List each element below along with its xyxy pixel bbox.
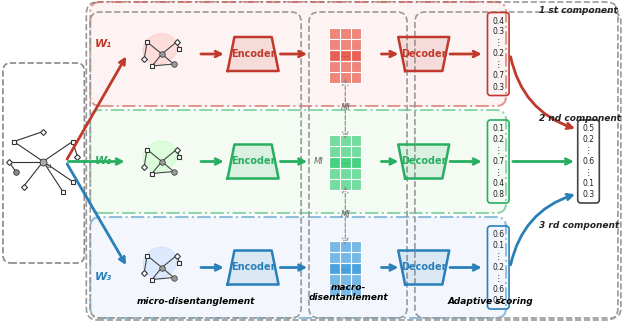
Text: Encoder: Encoder (231, 262, 275, 273)
Text: 0.5: 0.5 (582, 124, 595, 133)
Text: ...: ... (340, 156, 351, 167)
Text: 3 rd component: 3 rd component (540, 221, 620, 230)
Text: W₂: W₂ (95, 156, 111, 167)
Text: ⋮: ⋮ (495, 274, 502, 283)
Text: Decoder: Decoder (401, 262, 447, 273)
Polygon shape (398, 37, 449, 71)
Text: ⋮: ⋮ (585, 146, 593, 155)
Text: 0.4: 0.4 (492, 16, 504, 26)
Text: 0.2: 0.2 (582, 135, 595, 144)
Text: ⋮: ⋮ (495, 252, 502, 261)
Text: ...: ... (340, 49, 351, 59)
Text: 0.6: 0.6 (492, 230, 504, 239)
Polygon shape (228, 37, 278, 71)
Text: 2 nd component: 2 nd component (540, 114, 621, 123)
Text: 0.3: 0.3 (492, 83, 504, 92)
Text: 0.1: 0.1 (492, 241, 504, 250)
Text: MI: MI (340, 210, 350, 219)
Text: 0.3: 0.3 (492, 28, 504, 36)
Bar (329, 135, 362, 168)
Bar (329, 28, 362, 60)
Text: Adaptive scoring: Adaptive scoring (447, 297, 533, 306)
FancyBboxPatch shape (90, 2, 506, 106)
Polygon shape (398, 251, 449, 284)
Text: ⋮: ⋮ (495, 168, 502, 177)
Text: Decoder: Decoder (401, 49, 447, 59)
Text: 0.4: 0.4 (492, 179, 504, 188)
Text: 0.3: 0.3 (582, 190, 595, 199)
Text: ...: ... (340, 262, 351, 273)
Text: 1 st component: 1 st component (540, 6, 618, 15)
Bar (329, 263, 362, 296)
Text: 0.8: 0.8 (492, 190, 504, 199)
Text: MI: MI (314, 157, 324, 166)
Text: W₃: W₃ (95, 273, 111, 282)
Text: Encoder: Encoder (231, 156, 275, 167)
Ellipse shape (143, 247, 177, 278)
Text: u: u (46, 162, 51, 169)
Text: Encoder: Encoder (231, 49, 275, 59)
Text: 0.2: 0.2 (492, 263, 504, 272)
Text: 0.6: 0.6 (582, 157, 595, 166)
Text: 0.2: 0.2 (492, 135, 504, 144)
Polygon shape (398, 145, 449, 178)
Ellipse shape (143, 141, 177, 172)
Text: ⋮: ⋮ (495, 38, 502, 48)
Text: MI: MI (340, 103, 350, 112)
Text: ⋮: ⋮ (585, 168, 593, 177)
Text: W₁: W₁ (95, 39, 111, 49)
Bar (329, 50, 362, 83)
FancyBboxPatch shape (90, 217, 506, 318)
Polygon shape (228, 145, 278, 178)
Text: macro-
disentanlement: macro- disentanlement (308, 283, 388, 302)
Text: 0.6: 0.6 (492, 285, 504, 294)
Text: 0.7: 0.7 (492, 157, 504, 166)
Text: Decoder: Decoder (401, 156, 447, 167)
Text: 0.7: 0.7 (492, 72, 504, 80)
Text: ⋮: ⋮ (495, 60, 502, 70)
Polygon shape (228, 251, 278, 284)
FancyBboxPatch shape (90, 110, 506, 213)
Text: ⋮: ⋮ (495, 146, 502, 155)
Text: 0.2: 0.2 (492, 50, 504, 58)
Bar (329, 241, 362, 274)
Text: 0.5: 0.5 (492, 296, 504, 305)
Text: micro-disentanglement: micro-disentanglement (137, 297, 255, 306)
Text: 0.1: 0.1 (582, 179, 595, 188)
Text: 0.1: 0.1 (492, 124, 504, 133)
Ellipse shape (143, 34, 177, 64)
Bar (329, 157, 362, 190)
